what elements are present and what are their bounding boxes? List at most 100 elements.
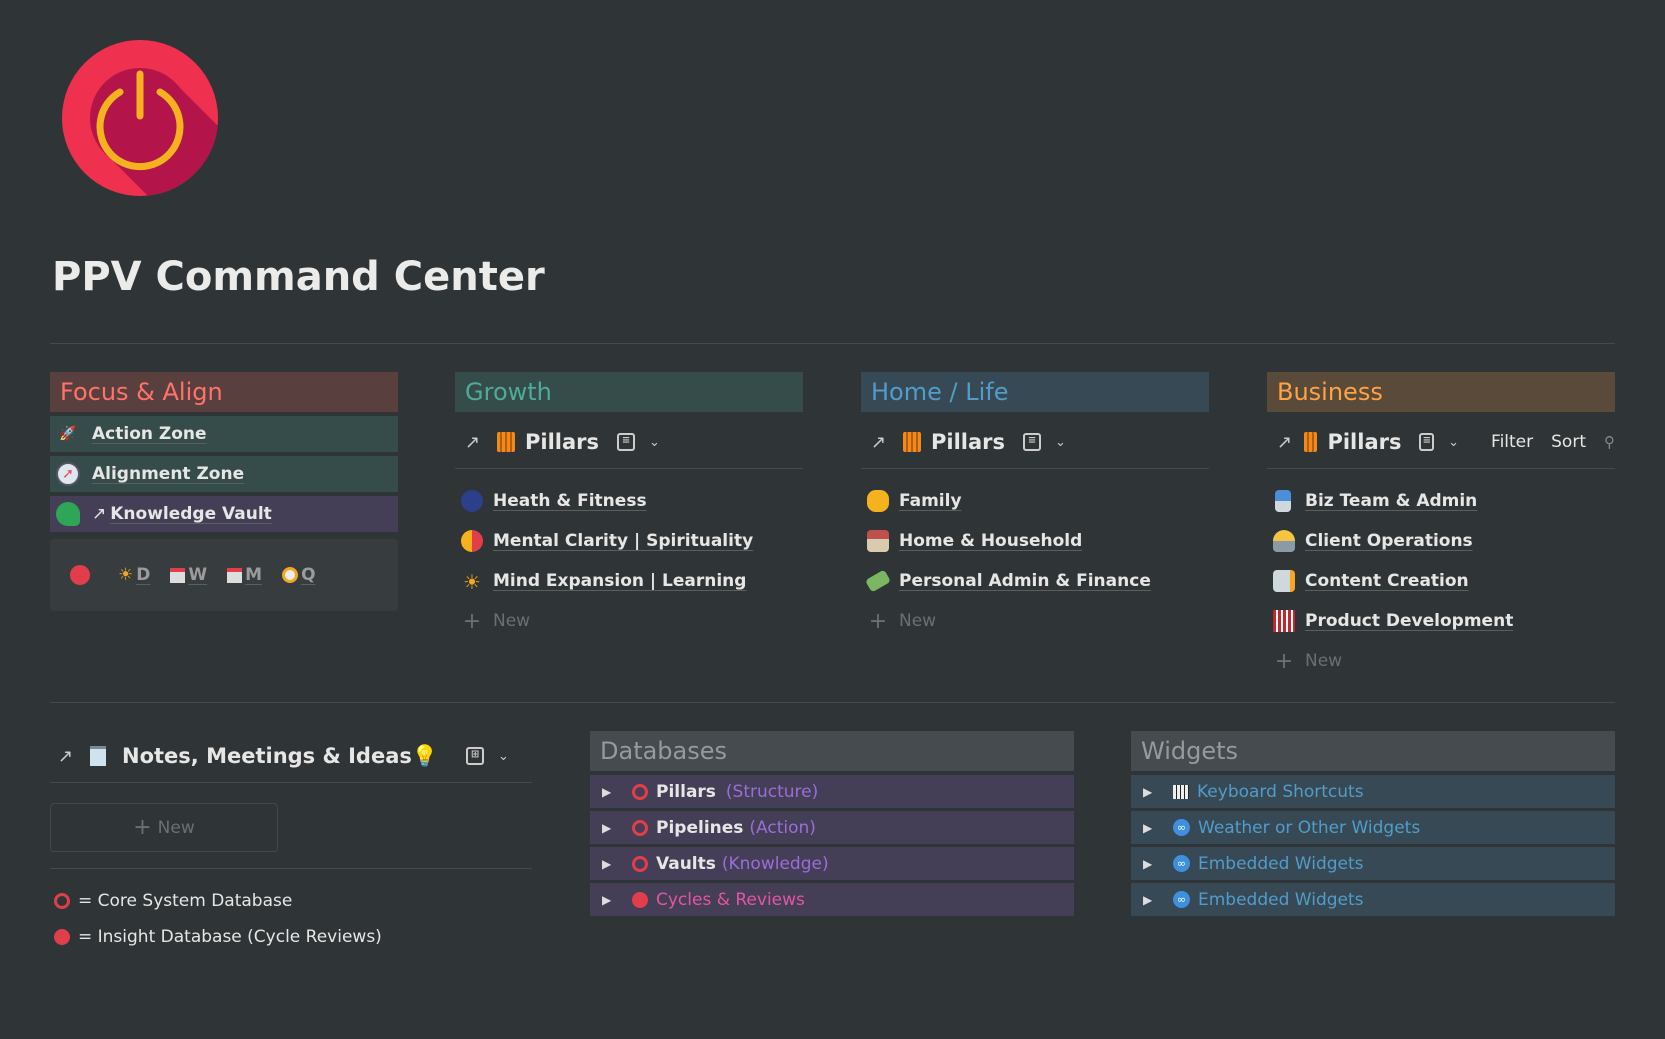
open-arrow-icon[interactable]: ↗ — [465, 431, 481, 453]
search-icon[interactable]: ⚲ — [1604, 433, 1615, 451]
power-button-icon — [62, 40, 218, 196]
widgets-section: Widgets ▶ Keyboard Shortcuts ▶ ∞ Weather or… — [1131, 731, 1615, 919]
triangle-right-icon[interactable]: ▶ — [602, 784, 612, 799]
filter-button[interactable]: Filter — [1491, 432, 1534, 452]
new-label: New — [899, 611, 937, 631]
new-item-button[interactable]: + New — [455, 601, 803, 641]
rocket-icon: 🚀 — [59, 426, 77, 442]
chevron-down-icon[interactable]: ⌄ — [1448, 434, 1460, 450]
notepad-icon — [90, 746, 106, 766]
sun-icon: ☀ — [463, 570, 481, 594]
list-item[interactable]: Home & Household — [861, 521, 1209, 561]
item-label: Home & Household — [899, 531, 1083, 551]
list-item[interactable]: Content Creation — [1267, 561, 1615, 601]
triangle-right-icon[interactable]: ▶ — [602, 856, 612, 871]
memo-icon — [1273, 570, 1295, 592]
list-item[interactable]: Family — [861, 481, 1209, 521]
dumbbell-icon — [461, 490, 483, 512]
toggle-weather-widgets[interactable]: ▶ ∞ Weather or Other Widgets — [1131, 811, 1615, 844]
db-sub: (Structure) — [725, 781, 819, 802]
toggle-pipelines[interactable]: ▶ Pipelines (Action) — [590, 811, 1074, 844]
list-item[interactable]: Product Development — [1267, 601, 1615, 641]
new-item-button[interactable]: + New — [861, 601, 1209, 641]
list-item[interactable]: Personal Admin & Finance — [861, 561, 1209, 601]
databases-section: Databases ▶ Pillars (Structure) ▶ Pipelines… — [590, 731, 1074, 919]
pillar-icon — [1303, 432, 1318, 452]
piano-keys-icon — [1173, 784, 1189, 799]
business-column: Business ↗ Pillars ≡ ⌄ Filter Sort ⚲ Biz Te… — [1267, 372, 1615, 681]
list-view-icon[interactable]: ≡ — [617, 433, 636, 451]
new-item-button[interactable]: + New — [1267, 641, 1615, 681]
toggle-vaults[interactable]: ▶ Vaults (Knowledge) — [590, 847, 1074, 880]
triangle-right-icon[interactable]: ▶ — [602, 820, 612, 835]
toggle-embedded-widgets[interactable]: ▶ ∞ Embedded Widgets — [1131, 847, 1615, 880]
view-title[interactable]: Pillars — [931, 430, 1006, 454]
ring-icon — [54, 893, 70, 909]
quarterly-label: Q — [301, 565, 316, 585]
filled-circle-icon — [632, 891, 648, 908]
money-icon — [864, 569, 892, 593]
divider — [455, 468, 803, 469]
pillar-icon — [497, 432, 515, 452]
open-arrow-icon[interactable]: ↗ — [1277, 431, 1293, 453]
list-item[interactable]: Biz Team & Admin — [1267, 481, 1615, 521]
quarterly-link[interactable]: Q — [282, 565, 316, 585]
list-item[interactable]: Client Operations — [1267, 521, 1615, 561]
widget-label: Embedded Widgets — [1198, 853, 1364, 874]
alignment-zone-label: Alignment Zone — [92, 464, 245, 484]
chevron-down-icon[interactable]: ⌄ — [1055, 434, 1066, 450]
ring-icon — [632, 783, 648, 800]
home-life-column: Home / Life ↗ Pillars ≡ ⌄ Family Home & Hou… — [861, 372, 1209, 641]
new-card-button[interactable]: + New — [50, 803, 278, 852]
triangle-right-icon[interactable]: ▶ — [1143, 820, 1153, 835]
pillars-view-header: ↗ Pillars ≡ ⌄ Filter Sort ⚲ — [1267, 422, 1615, 462]
triangle-right-icon[interactable]: ▶ — [602, 892, 612, 907]
divider — [50, 868, 532, 869]
chevron-down-icon[interactable]: ⌄ — [649, 434, 660, 450]
toggle-pillars[interactable]: ▶ Pillars (Structure) — [590, 775, 1074, 808]
page-title: PPV Command Center — [52, 254, 545, 300]
notes-section: ↗ Notes, Meetings & Ideas💡 ⊞ ⌄ + New = Core … — [50, 736, 532, 955]
new-label: New — [493, 611, 531, 631]
db-name: Vaults — [656, 853, 716, 874]
pillar-icon — [903, 432, 921, 452]
list-view-icon[interactable]: ≡ — [1419, 433, 1435, 451]
toggle-keyboard-shortcuts[interactable]: ▶ Keyboard Shortcuts — [1131, 775, 1615, 808]
list-item[interactable]: Mental Clarity | Spirituality — [455, 521, 803, 561]
divider — [50, 343, 1615, 344]
list-view-icon[interactable]: ≡ — [1023, 433, 1042, 451]
triangle-right-icon[interactable]: ▶ — [1143, 856, 1153, 871]
item-label: Heath & Fitness — [493, 491, 647, 511]
knowledge-vault-link[interactable]: ↗ Knowledge Vault — [50, 496, 398, 532]
view-title[interactable]: Pillars — [1327, 430, 1402, 454]
divider — [50, 702, 1615, 703]
db-sub: (Action) — [749, 817, 816, 838]
view-title[interactable]: Pillars — [525, 430, 600, 454]
gallery-view-icon[interactable]: ⊞ — [466, 747, 485, 765]
view-title[interactable]: Notes, Meetings & Ideas💡 — [122, 743, 439, 768]
monthly-link[interactable]: M — [227, 565, 262, 585]
action-zone-link[interactable]: 🚀 Action Zone — [50, 416, 398, 452]
open-arrow-icon[interactable]: ↗ — [58, 745, 74, 767]
weekly-link[interactable]: W — [170, 565, 207, 585]
item-label: Mind Expansion | Learning — [493, 571, 747, 591]
brain-head-icon — [56, 502, 80, 526]
chevron-down-icon[interactable]: ⌄ — [498, 748, 509, 764]
divider — [861, 468, 1209, 469]
daily-label: D — [136, 565, 151, 585]
list-item[interactable]: ☀ Mind Expansion | Learning — [455, 561, 803, 601]
alignment-zone-link[interactable]: ➚ Alignment Zone — [50, 456, 398, 492]
weekly-label: W — [188, 565, 208, 585]
item-label: Biz Team & Admin — [1305, 491, 1478, 511]
toggle-embedded-widgets-2[interactable]: ▶ ∞ Embedded Widgets — [1131, 883, 1615, 916]
list-item[interactable]: Heath & Fitness — [455, 481, 803, 521]
open-arrow-icon[interactable]: ↗ — [871, 431, 887, 453]
sort-button[interactable]: Sort — [1551, 432, 1586, 452]
daily-link[interactable]: ☀ D — [118, 565, 150, 585]
ring-icon — [632, 855, 648, 872]
toggle-cycles-reviews[interactable]: ▶ Cycles & Reviews — [590, 883, 1074, 916]
triangle-right-icon[interactable]: ▶ — [1143, 784, 1153, 799]
triangle-right-icon[interactable]: ▶ — [1143, 892, 1153, 907]
db-name: Pillars — [656, 781, 716, 802]
growth-header: Growth — [455, 372, 803, 412]
